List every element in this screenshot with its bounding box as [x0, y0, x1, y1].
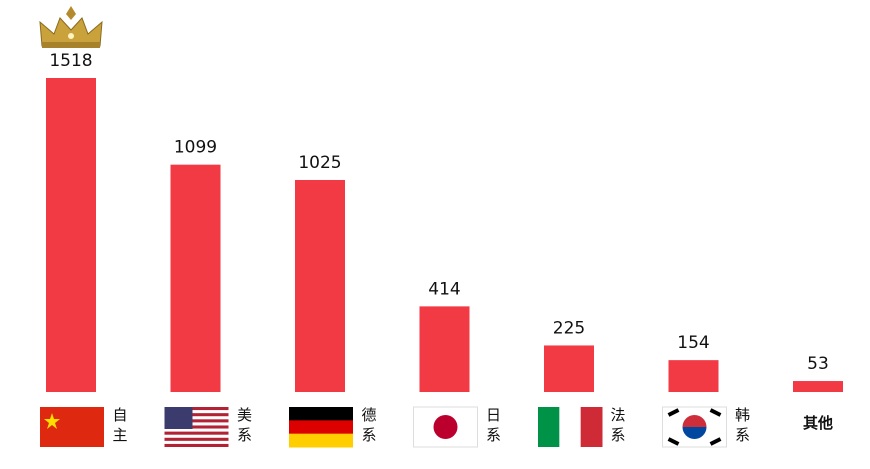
- bar: [668, 360, 719, 392]
- category-label: 其他: [803, 414, 833, 432]
- category-label: 法系: [610, 406, 625, 444]
- value-label: 1099: [174, 138, 217, 158]
- flag-trigram: [667, 437, 680, 446]
- category-label: 美系: [237, 406, 252, 444]
- flag-stripe: [164, 425, 229, 429]
- flag-band: [289, 407, 353, 421]
- value-label: 1025: [298, 153, 341, 173]
- category-label: 德系: [361, 406, 376, 444]
- flag-band: [289, 420, 353, 435]
- flag-top: [682, 415, 707, 427]
- crown: [39, 6, 103, 48]
- bar: [793, 381, 843, 392]
- flag: [289, 407, 353, 448]
- flag: [538, 407, 603, 447]
- flag-bg: [40, 407, 104, 447]
- flag-bot: [682, 427, 707, 439]
- flag: [164, 407, 229, 447]
- category-label: 韩系: [735, 406, 750, 444]
- category-label: 自主: [112, 406, 127, 444]
- flag-canton: [164, 407, 193, 429]
- flag-trigram: [667, 408, 680, 417]
- bar: [295, 179, 345, 392]
- bar: [170, 164, 221, 392]
- flag: [662, 406, 727, 448]
- flag-stripe: [164, 431, 229, 435]
- value-label: 414: [428, 279, 460, 299]
- bar: [544, 345, 594, 392]
- bar: [46, 78, 96, 392]
- value-label: 154: [677, 333, 709, 353]
- flag-stripe: [164, 443, 229, 447]
- flag-band: [580, 407, 603, 447]
- bar: [419, 306, 470, 392]
- flag-stripe: [164, 413, 229, 417]
- value-label: 1518: [49, 51, 92, 71]
- flag-disc: [433, 415, 458, 439]
- flag: [413, 406, 478, 448]
- flag-trigram: [709, 437, 722, 446]
- flag-band: [289, 433, 353, 448]
- flag-stripe: [164, 437, 229, 441]
- value-label: 225: [553, 318, 585, 338]
- flag-star: [44, 413, 60, 429]
- flag-stripe: [164, 419, 229, 423]
- category-label: 日系: [486, 406, 501, 444]
- flag-band: [538, 407, 560, 447]
- flag-band: [559, 407, 582, 447]
- flag: [40, 407, 104, 447]
- flag-trigram: [709, 408, 722, 417]
- flag-stripe: [164, 407, 229, 411]
- value-label: 53: [807, 354, 829, 374]
